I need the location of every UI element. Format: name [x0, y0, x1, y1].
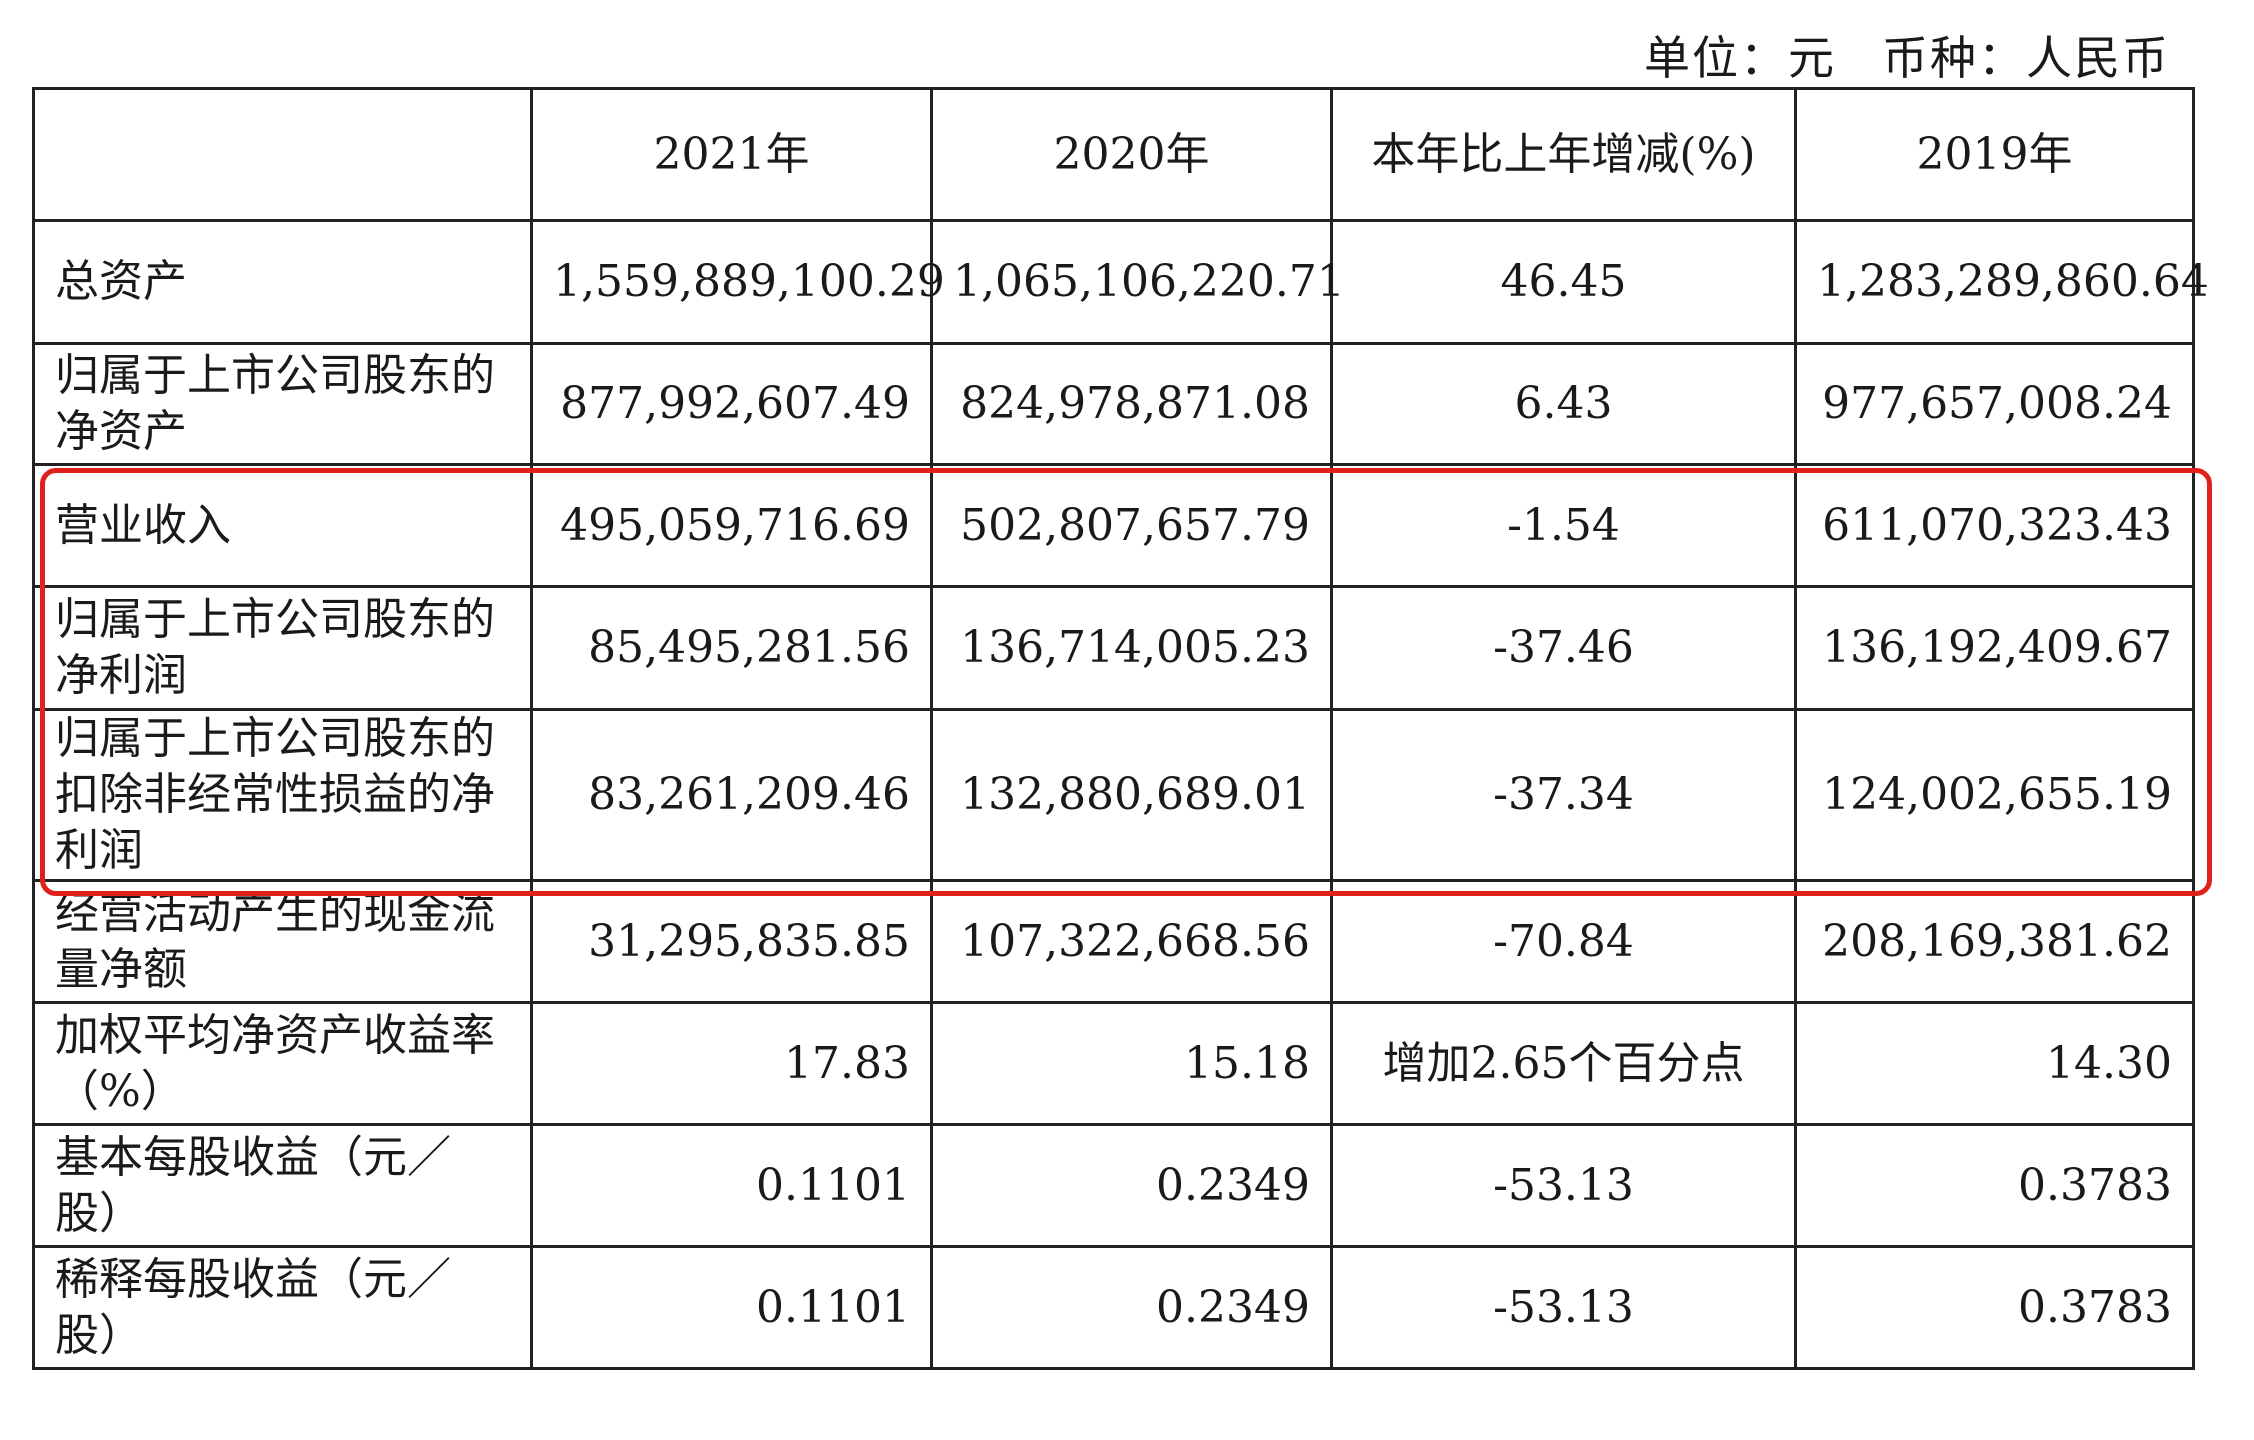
- cell-2020: 0.2349: [932, 1247, 1332, 1369]
- table-row: 稀释每股收益（元／股） 0.1101 0.2349 -53.13 0.3783: [34, 1247, 2194, 1369]
- cell-2021: 31,295,835.85: [532, 881, 932, 1003]
- cell-2020: 107,322,668.56: [932, 881, 1332, 1003]
- header-change: 本年比上年增减(%): [1332, 89, 1796, 221]
- header-2019: 2019年: [1796, 89, 2194, 221]
- header-2020: 2020年: [932, 89, 1332, 221]
- row-label: 稀释每股收益（元／股）: [34, 1247, 532, 1369]
- table-row: 总资产 1,559,889,100.29 1,065,106,220.71 46…: [34, 221, 2194, 344]
- cell-change: 46.45: [1332, 221, 1796, 344]
- cell-2021: 1,559,889,100.29: [532, 221, 932, 344]
- cell-2019: 0.3783: [1796, 1247, 2194, 1369]
- cell-2019: 977,657,008.24: [1796, 344, 2194, 465]
- cell-2020: 824,978,871.08: [932, 344, 1332, 465]
- cell-2019: 0.3783: [1796, 1125, 2194, 1247]
- table-row: 基本每股收益（元／股） 0.1101 0.2349 -53.13 0.3783: [34, 1125, 2194, 1247]
- row-label: 加权平均净资产收益率（%）: [34, 1003, 532, 1125]
- highlight-box: [40, 468, 2212, 896]
- row-label: 基本每股收益（元／股）: [34, 1125, 532, 1247]
- cell-2019: 208,169,381.62: [1796, 881, 2194, 1003]
- cell-2020: 1,065,106,220.71: [932, 221, 1332, 344]
- row-label: 经营活动产生的现金流量净额: [34, 881, 532, 1003]
- cell-2020: 0.2349: [932, 1125, 1332, 1247]
- cell-change: 增加2.65个百分点: [1332, 1003, 1796, 1125]
- header-row: 2021年 2020年 本年比上年增减(%) 2019年: [34, 89, 2194, 221]
- header-corner: [34, 89, 532, 221]
- row-label: 总资产: [34, 221, 532, 344]
- cell-change: 6.43: [1332, 344, 1796, 465]
- cell-2021: 0.1101: [532, 1125, 932, 1247]
- row-label: 归属于上市公司股东的净资产: [34, 344, 532, 465]
- cell-change: -70.84: [1332, 881, 1796, 1003]
- currency-label: 币种：人民币: [1882, 31, 2170, 85]
- cell-2021: 877,992,607.49: [532, 344, 932, 465]
- table-row: 经营活动产生的现金流量净额 31,295,835.85 107,322,668.…: [34, 881, 2194, 1003]
- cell-2019: 1,283,289,860.64: [1796, 221, 2194, 344]
- table-row: 加权平均净资产收益率（%） 17.83 15.18 增加2.65个百分点 14.…: [34, 1003, 2194, 1125]
- header-2021: 2021年: [532, 89, 932, 221]
- cell-2019: 14.30: [1796, 1003, 2194, 1125]
- table-row: 归属于上市公司股东的净资产 877,992,607.49 824,978,871…: [34, 344, 2194, 465]
- cell-2021: 17.83: [532, 1003, 932, 1125]
- cell-2021: 0.1101: [532, 1247, 932, 1369]
- unit-line: 单位：元币种：人民币: [1598, 22, 2170, 88]
- cell-2020: 15.18: [932, 1003, 1332, 1125]
- cell-change: -53.13: [1332, 1125, 1796, 1247]
- cell-change: -53.13: [1332, 1247, 1796, 1369]
- unit-label: 单位：元: [1644, 31, 1836, 85]
